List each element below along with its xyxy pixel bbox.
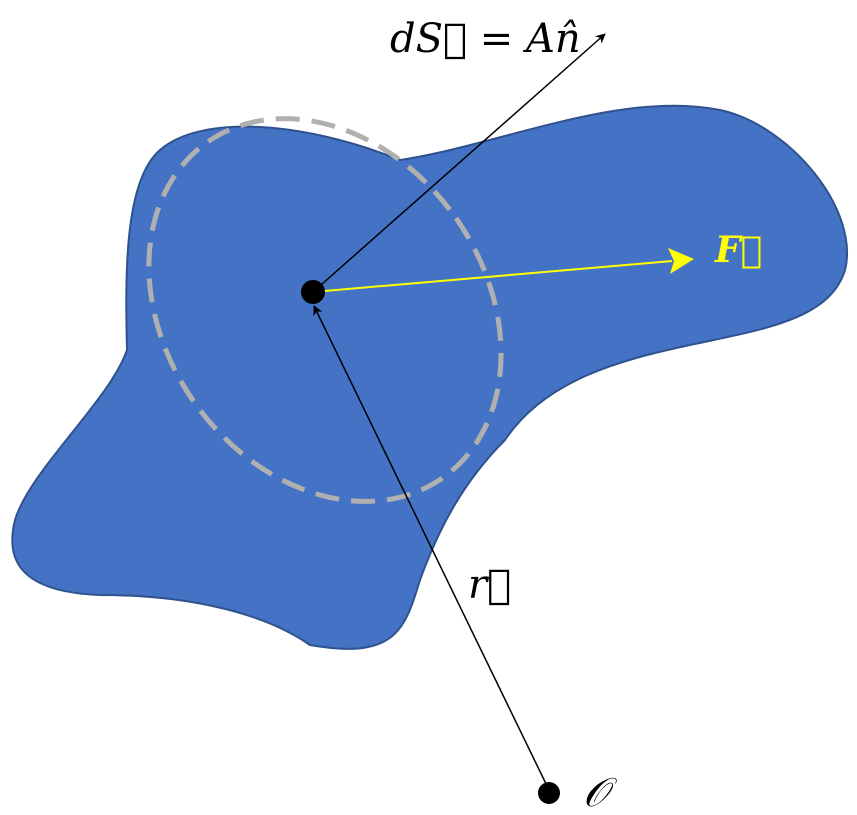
surface-patch-outline bbox=[146, 116, 504, 504]
origin-point bbox=[538, 782, 560, 804]
position-vector-label: r⃗ bbox=[468, 562, 511, 608]
force-label: F⃗ bbox=[714, 229, 762, 271]
position-vector-arrow bbox=[313, 305, 550, 791]
origin-label: 𝒪 bbox=[583, 770, 618, 815]
surface-element-label: dS⃗ = An̂ bbox=[390, 16, 581, 62]
normal-vector-arrow bbox=[312, 33, 606, 293]
force-vector-arrow bbox=[312, 260, 673, 293]
surface-point bbox=[301, 280, 325, 304]
surface-region bbox=[11, 104, 848, 650]
force-vector-arrowhead bbox=[668, 248, 694, 274]
